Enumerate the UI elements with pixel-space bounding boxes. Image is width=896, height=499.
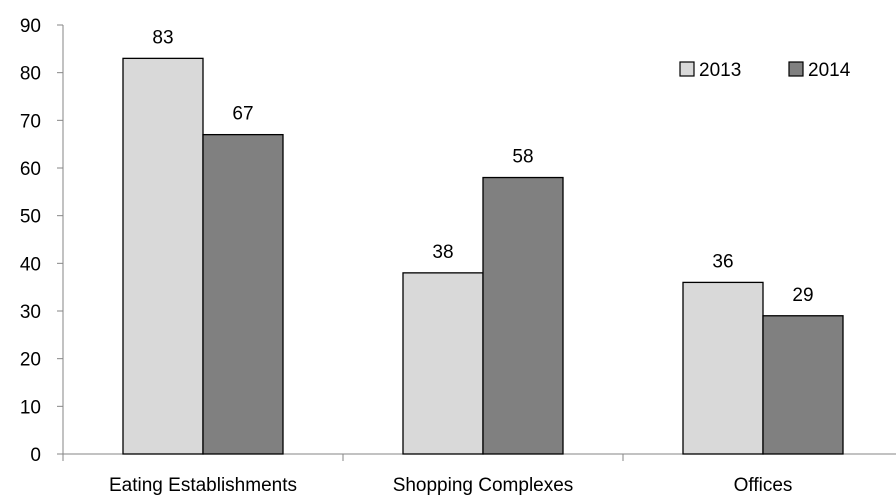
y-tick-label: 40 xyxy=(20,254,41,275)
legend-swatch-2014 xyxy=(788,61,804,77)
category-label: Eating Establishments xyxy=(109,475,297,496)
y-tick-label: 60 xyxy=(20,159,41,180)
x-axis: Eating Establishments Shopping Complexes O… xyxy=(62,453,896,496)
y-tick-label: 90 xyxy=(20,16,41,37)
legend-swatch-2013 xyxy=(679,61,695,77)
bar-2014-2 xyxy=(762,315,844,455)
bar-2013-1 xyxy=(402,272,484,455)
y-tick-label: 50 xyxy=(20,207,41,228)
y-tick-label: 80 xyxy=(20,64,41,85)
legend-label: 2013 xyxy=(699,60,741,81)
data-label: 67 xyxy=(232,104,253,125)
data-label: 83 xyxy=(152,27,173,48)
bars xyxy=(122,57,844,455)
y-tick-label: 10 xyxy=(20,397,41,418)
legend-label: 2014 xyxy=(808,60,851,81)
bar-2013-0 xyxy=(122,57,204,455)
category-label: Shopping Complexes xyxy=(393,475,574,496)
legend: 2013 2014 xyxy=(679,60,851,81)
bar-2013-2 xyxy=(682,281,764,455)
data-label: 38 xyxy=(432,242,453,263)
y-axis: 0 10 20 30 40 50 60 70 80 90 xyxy=(20,16,64,466)
bar-2014-0 xyxy=(202,133,284,455)
y-tick-label: 20 xyxy=(20,350,41,371)
data-labels: 83 67 38 58 36 29 xyxy=(152,27,813,305)
bar-2014-1 xyxy=(482,176,564,455)
category-label: Offices xyxy=(734,475,793,496)
data-label: 29 xyxy=(792,285,813,306)
data-label: 36 xyxy=(712,251,733,272)
y-tick-label: 30 xyxy=(20,302,41,323)
y-tick-label: 70 xyxy=(20,111,41,132)
y-tick-label: 0 xyxy=(30,445,41,466)
data-label: 58 xyxy=(512,147,533,168)
